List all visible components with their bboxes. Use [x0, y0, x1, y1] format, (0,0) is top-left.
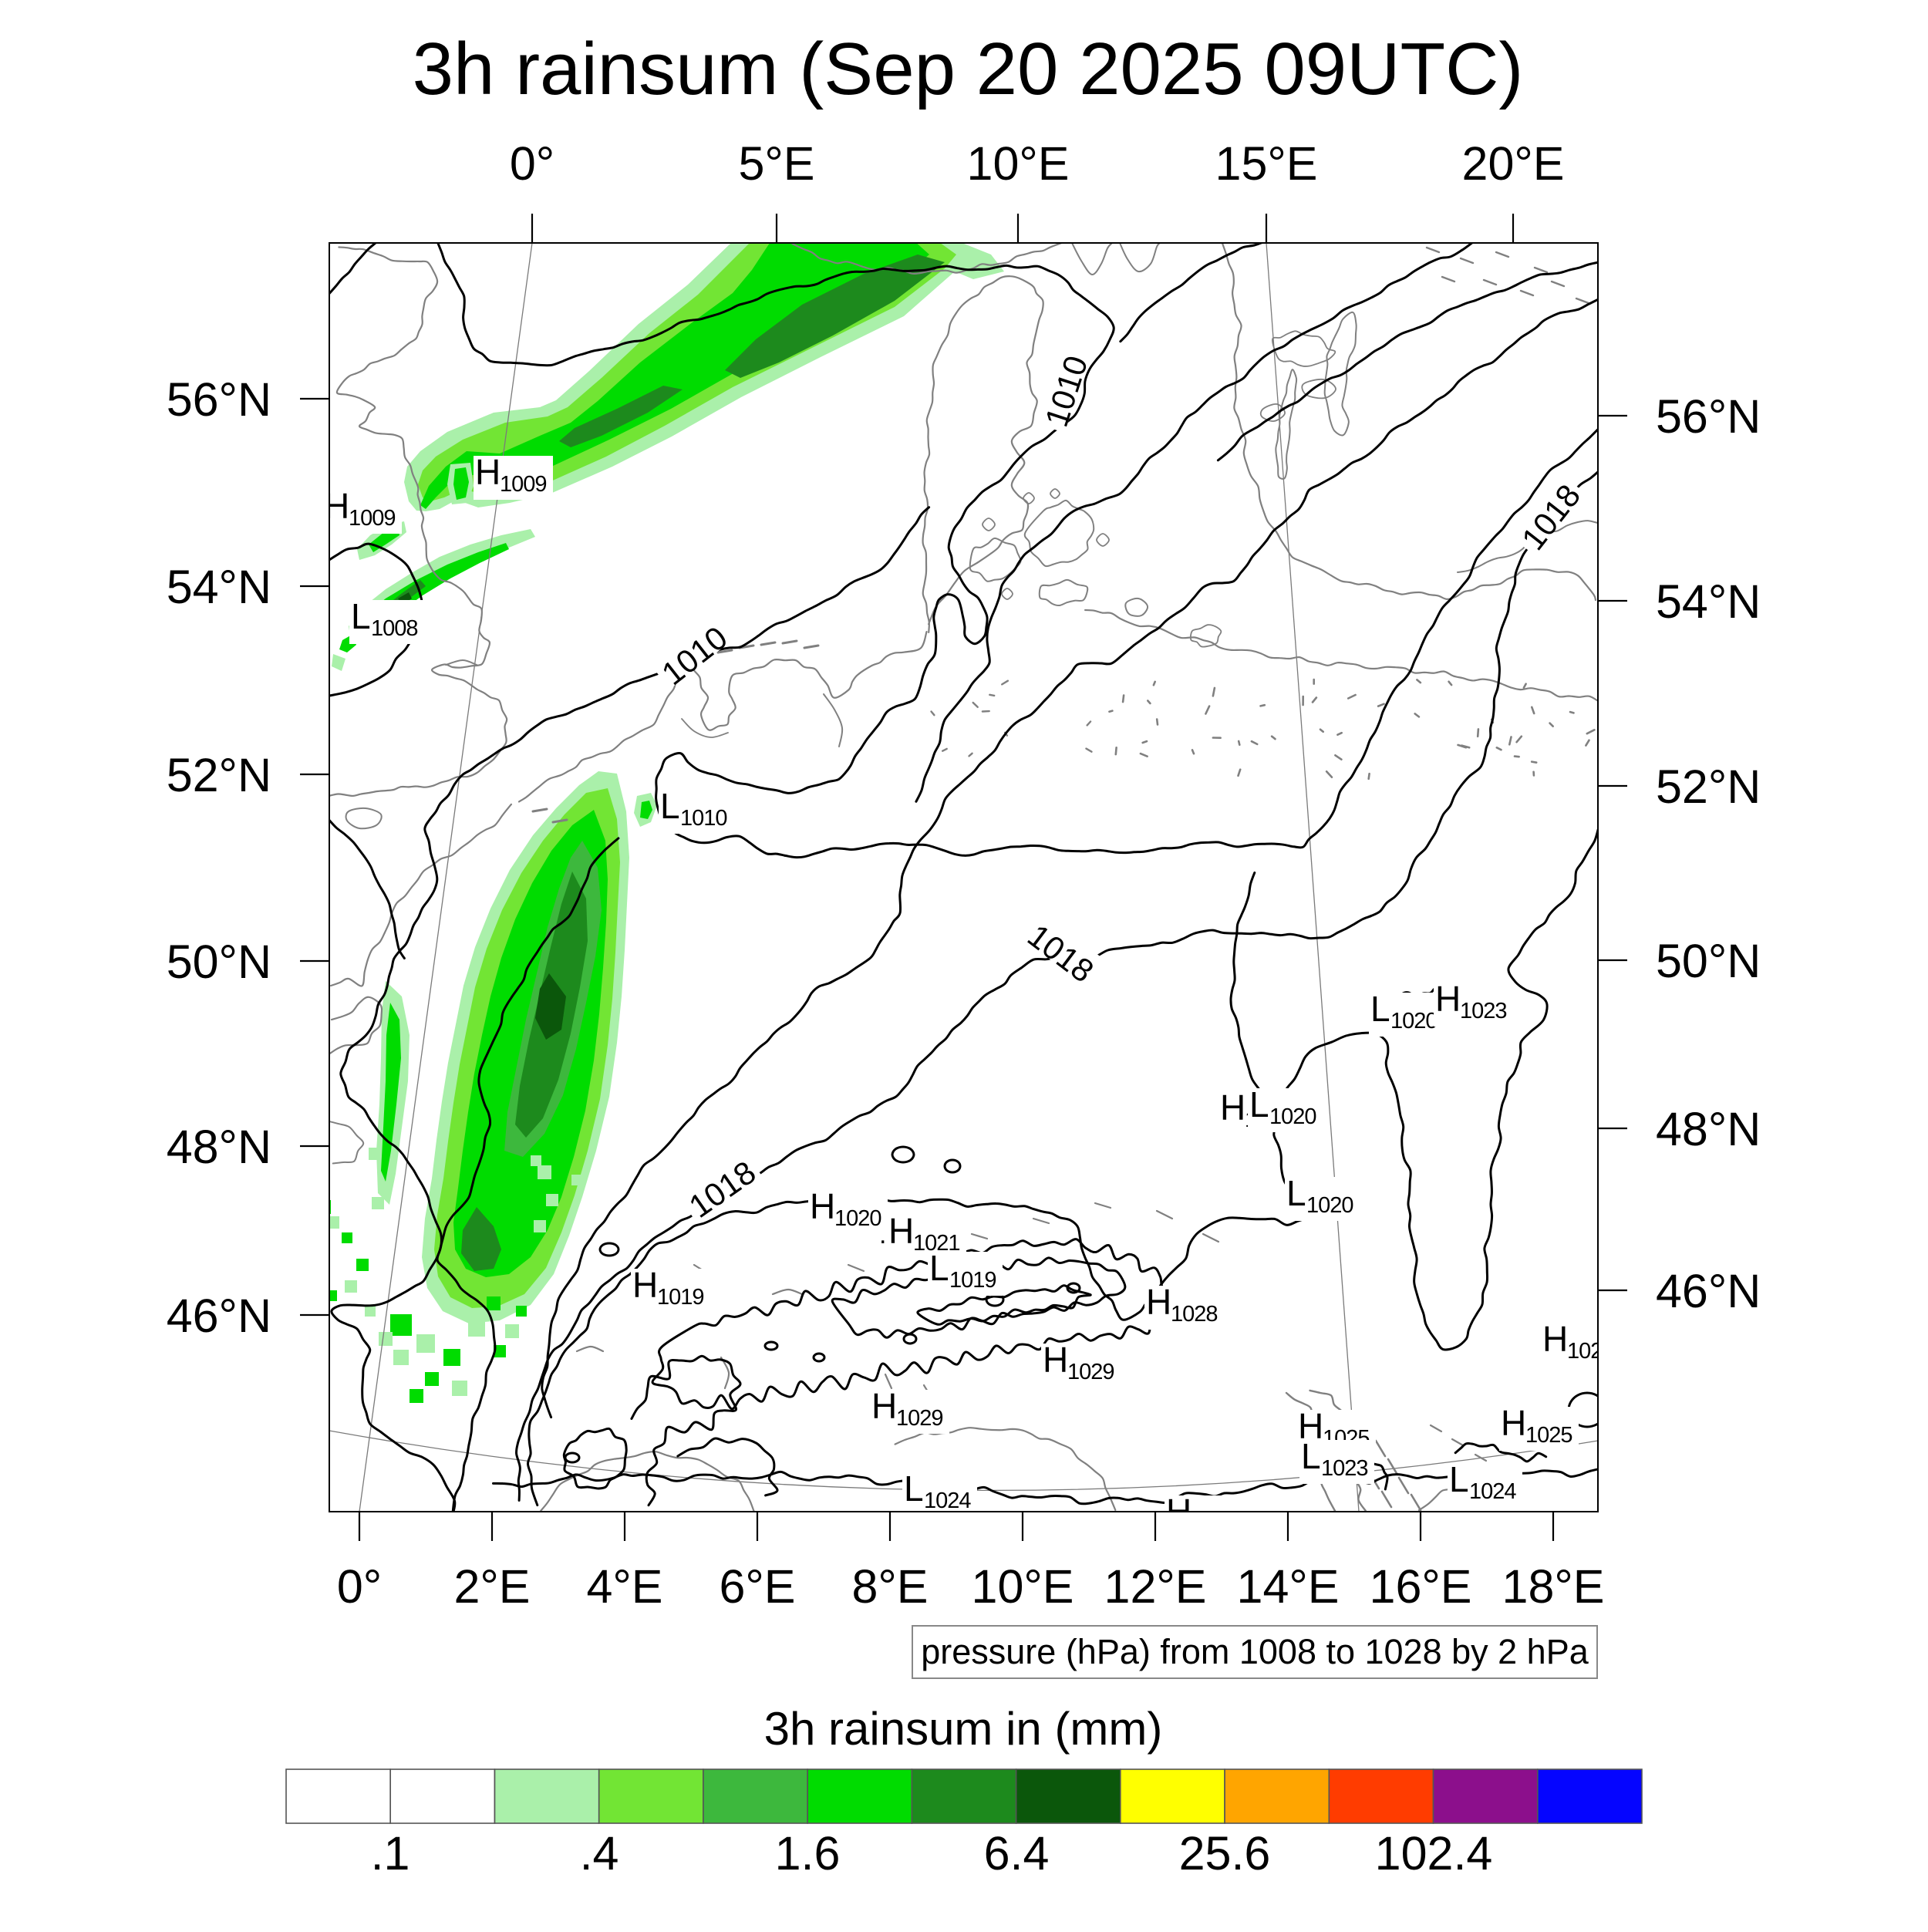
- svg-text:1008: 1008: [371, 616, 418, 641]
- svg-text:25.6: 25.6: [1179, 1827, 1271, 1880]
- svg-text:6°E: 6°E: [719, 1560, 795, 1613]
- svg-text:.4: .4: [580, 1827, 619, 1880]
- svg-text:54°N: 54°N: [167, 561, 271, 613]
- svg-text:16°E: 16°E: [1370, 1560, 1472, 1613]
- svg-text:48°N: 48°N: [1656, 1103, 1761, 1155]
- svg-text:1023: 1023: [1460, 999, 1507, 1023]
- svg-text:1024: 1024: [1567, 1339, 1614, 1364]
- svg-text:.1: .1: [371, 1827, 410, 1880]
- svg-text:H: H: [1501, 1403, 1526, 1443]
- svg-text:50°N: 50°N: [167, 936, 271, 988]
- svg-text:46°N: 46°N: [1656, 1265, 1761, 1317]
- svg-text:H: H: [1043, 1340, 1068, 1380]
- svg-text:H: H: [1166, 1492, 1192, 1532]
- svg-text:52°N: 52°N: [1656, 760, 1761, 813]
- svg-text:4°E: 4°E: [586, 1560, 662, 1613]
- svg-text:L: L: [1286, 1173, 1306, 1213]
- svg-text:H: H: [810, 1186, 835, 1226]
- svg-text:1029: 1029: [1067, 1360, 1114, 1384]
- svg-text:6.4: 6.4: [984, 1827, 1050, 1880]
- svg-text:H: H: [475, 452, 501, 492]
- svg-text:0°: 0°: [337, 1560, 382, 1613]
- svg-text:3h rainsum (Sep 20 2025 09UTC): 3h rainsum (Sep 20 2025 09UTC): [413, 28, 1524, 110]
- svg-text:1009: 1009: [349, 506, 396, 531]
- svg-text:10°E: 10°E: [972, 1560, 1074, 1613]
- svg-text:L: L: [660, 786, 680, 826]
- svg-text:2°E: 2°E: [453, 1560, 530, 1613]
- svg-text:3h rainsum in (mm): 3h rainsum in (mm): [764, 1703, 1163, 1755]
- svg-text:56°N: 56°N: [167, 373, 271, 426]
- svg-text:H: H: [1542, 1319, 1568, 1359]
- svg-text:L: L: [1449, 1459, 1469, 1499]
- svg-text:0°: 0°: [510, 137, 554, 190]
- svg-text:102.4: 102.4: [1375, 1827, 1493, 1880]
- svg-text:1020: 1020: [1306, 1193, 1353, 1218]
- svg-text:5°E: 5°E: [738, 137, 814, 190]
- svg-text:H: H: [1298, 1406, 1323, 1446]
- svg-text:1024: 1024: [1469, 1479, 1516, 1504]
- svg-text:H: H: [1146, 1282, 1171, 1322]
- svg-text:54°N: 54°N: [1656, 575, 1761, 628]
- svg-text:1025: 1025: [1525, 1423, 1572, 1448]
- svg-text:1029: 1029: [896, 1406, 943, 1431]
- svg-text:1020: 1020: [1390, 1009, 1438, 1033]
- svg-text:H: H: [1220, 1087, 1245, 1128]
- svg-text:L: L: [904, 1468, 924, 1509]
- svg-text:1021: 1021: [913, 1231, 960, 1256]
- svg-text:1009: 1009: [500, 472, 547, 497]
- svg-text:L: L: [1301, 1436, 1321, 1476]
- svg-text:20°E: 20°E: [1462, 137, 1565, 190]
- svg-text:pressure (hPa) from 1008 to 10: pressure (hPa) from 1008 to 1028 by 2 hP…: [921, 1632, 1589, 1671]
- svg-text:48°N: 48°N: [167, 1121, 271, 1173]
- svg-text:H: H: [1435, 979, 1461, 1019]
- svg-text:1019: 1019: [949, 1268, 996, 1293]
- svg-text:56°N: 56°N: [1656, 390, 1761, 443]
- svg-text:18°E: 18°E: [1502, 1560, 1605, 1613]
- svg-text:15°E: 15°E: [1215, 137, 1318, 190]
- svg-text:1.6: 1.6: [775, 1827, 841, 1880]
- svg-text:L: L: [1370, 989, 1390, 1029]
- svg-text:1020: 1020: [1269, 1104, 1316, 1129]
- svg-text:8°E: 8°E: [851, 1560, 928, 1613]
- svg-text:L: L: [929, 1248, 949, 1288]
- svg-text:1028: 1028: [1171, 1302, 1218, 1327]
- svg-text:1024: 1024: [924, 1489, 971, 1513]
- svg-text:L: L: [351, 596, 371, 636]
- svg-text:H: H: [888, 1211, 914, 1251]
- svg-text:46°N: 46°N: [167, 1290, 271, 1342]
- svg-text:H: H: [324, 486, 349, 526]
- svg-text:12°E: 12°E: [1104, 1560, 1207, 1613]
- svg-text:1023: 1023: [1321, 1456, 1368, 1481]
- svg-text:14°E: 14°E: [1237, 1560, 1340, 1613]
- svg-text:52°N: 52°N: [167, 749, 271, 801]
- svg-text:L: L: [1249, 1084, 1269, 1124]
- svg-text:1010: 1010: [680, 806, 727, 831]
- svg-text:1020: 1020: [834, 1206, 881, 1231]
- svg-text:H: H: [871, 1386, 897, 1426]
- svg-text:.: .: [879, 1220, 886, 1249]
- svg-text:50°N: 50°N: [1656, 935, 1761, 987]
- svg-text:1019: 1019: [657, 1285, 704, 1310]
- svg-text:H: H: [632, 1265, 658, 1305]
- svg-text:10°E: 10°E: [967, 137, 1070, 190]
